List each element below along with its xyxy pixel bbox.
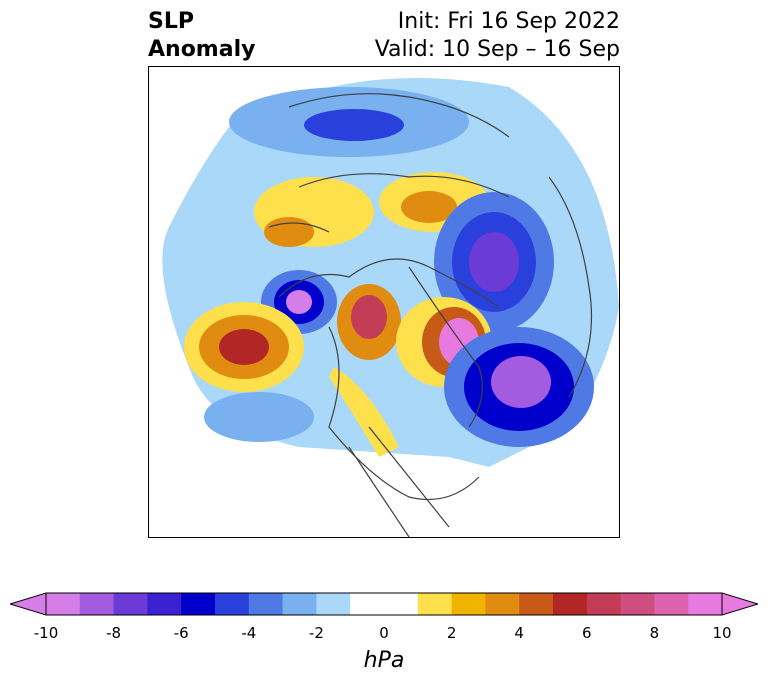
colorbar-tick-label: -6: [173, 624, 189, 642]
title-line-1: SLP: [148, 9, 194, 34]
colorbar-segment: [553, 593, 588, 615]
date-info: Init: Fri 16 Sep 2022 Valid: 10 Sep – 16…: [375, 8, 620, 64]
anomaly-west-canada-positive: [329, 367, 399, 457]
anomaly-arctic-core: [304, 109, 404, 141]
colorbar-extend-high: [721, 592, 758, 616]
anomaly-europe-core: [469, 232, 519, 292]
colorbar-unit-label: hPa: [363, 648, 405, 673]
colorbar-tick-label: -10: [33, 624, 59, 642]
anomaly-pacific-core: [219, 329, 269, 365]
anomaly-map: [148, 66, 620, 538]
colorbar-tick-label: 2: [446, 624, 457, 642]
anomaly-russia-core: [401, 191, 457, 223]
colorbar-tick-label: -8: [106, 624, 122, 642]
colorbar-segment: [248, 593, 284, 615]
anomaly-fields: [162, 78, 619, 467]
colorbar-segment: [181, 593, 216, 615]
colorbar-segment: [620, 593, 655, 615]
colorbar-segment: [688, 593, 723, 615]
valid-range: Valid: 10 Sep – 16 Sep: [374, 37, 620, 62]
coastlines: [268, 93, 593, 537]
colorbar-tick-label: -2: [308, 624, 324, 642]
colorbar-tick-label: 8: [649, 624, 660, 642]
init-date: Init: Fri 16 Sep 2022: [397, 9, 620, 34]
colorbar-segment: [282, 593, 317, 615]
colorbar-segment: [113, 593, 148, 615]
colorbar-segment: [586, 593, 622, 615]
colorbar-segment: [519, 593, 554, 615]
colorbar-segment: [384, 593, 419, 615]
colorbar-segment: [417, 593, 453, 615]
colorbar-segment: [485, 593, 520, 615]
colorbar-segment: [654, 593, 689, 615]
colorbar-segment: [316, 593, 351, 615]
colorbar-tick-label: 10: [712, 624, 732, 642]
colorbar-segments: [45, 592, 723, 616]
colorbar-tick-label: -4: [241, 624, 257, 642]
colorbar-segment: [147, 593, 182, 615]
colorbar-segment: [215, 593, 250, 615]
colorbar-segment: [79, 593, 115, 615]
title-line-2: Anomaly: [148, 37, 256, 62]
colorbar-tick-label: 6: [582, 624, 592, 642]
colorbar-extend-low: [10, 592, 47, 616]
map-title: SLP Anomaly: [148, 8, 255, 64]
anomaly-atlantic-core: [491, 356, 551, 408]
anomaly-sw-negative: [204, 392, 314, 442]
colorbar: [10, 592, 758, 616]
anomaly-siberia-core: [264, 217, 314, 247]
colorbar-segment: [451, 593, 486, 615]
colorbar-segment: [46, 593, 81, 615]
colorbar-tick-label: 0: [379, 624, 389, 642]
map-canvas: [162, 78, 619, 537]
anomaly-central-core: [351, 295, 387, 339]
colorbar-segment: [350, 593, 385, 615]
anomaly-asia-core: [286, 290, 312, 314]
colorbar-tick-label: 4: [514, 624, 524, 642]
